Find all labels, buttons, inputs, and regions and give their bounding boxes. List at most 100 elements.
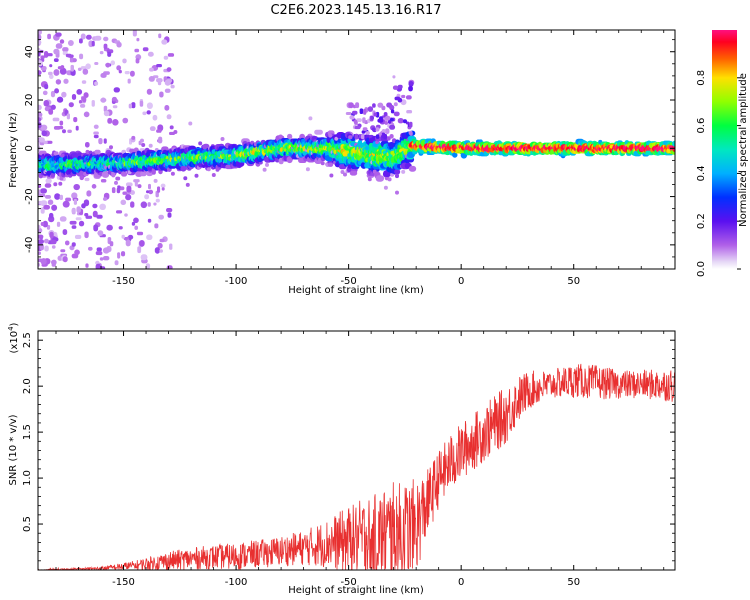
heatmap-cell (148, 189, 154, 195)
heatmap-cell (53, 151, 59, 156)
y-tick-label: -40 (24, 237, 35, 253)
heatmap-cell (389, 104, 395, 111)
heatmap-cell (124, 213, 128, 217)
heatmap-cell (130, 190, 135, 195)
heatmap-cell (38, 228, 43, 233)
heatmap-cell (140, 254, 148, 261)
heatmap-cell (388, 141, 396, 148)
heatmap-cell (367, 106, 374, 112)
heatmap-cell (71, 242, 76, 247)
heatmap-cell (384, 121, 388, 125)
heatmap-cell (120, 199, 127, 205)
spectrogram-x-axis-label: Height of straight line (km) (288, 285, 424, 296)
colorbar-tick-label: 0.8 (696, 70, 707, 86)
heatmap-cell (38, 104, 42, 111)
heatmap-cell (96, 214, 103, 219)
heatmap-cell (93, 224, 99, 232)
x-tick-label: 50 (567, 577, 580, 588)
heatmap-cell (55, 32, 62, 37)
heatmap-cell (153, 178, 158, 183)
heatmap-cell (402, 119, 407, 124)
heatmap-cell (38, 137, 45, 143)
heatmap-cell (106, 224, 113, 231)
x-tick-label: 0 (458, 276, 464, 287)
heatmap-cell (188, 121, 193, 126)
heatmap-cell (156, 64, 162, 68)
heatmap-cell (137, 184, 142, 189)
heatmap-cell (88, 246, 93, 251)
heatmap-cell (44, 183, 52, 188)
heatmap-cell (71, 94, 77, 100)
heatmap-cell (164, 79, 171, 86)
heatmap-cell (73, 184, 80, 191)
heatmap-cell (385, 128, 390, 135)
heatmap-cell (93, 131, 99, 135)
heatmap-cell (133, 179, 140, 183)
heatmap-cell (94, 62, 99, 65)
heatmap-cell (69, 56, 74, 63)
heatmap-cell (149, 67, 154, 72)
heatmap-cell (329, 173, 334, 178)
snr-y-ticks: 0.51.01.52.02.5 (22, 332, 675, 562)
heatmap-cell (146, 88, 152, 95)
heatmap-cell (356, 118, 362, 122)
heatmap-cell (38, 117, 42, 122)
heatmap-cell (85, 263, 89, 268)
heatmap-cell (59, 120, 64, 126)
heatmap-cell (405, 95, 412, 100)
heatmap-cell (389, 124, 396, 130)
heatmap-cell (166, 208, 173, 213)
heatmap-cell (38, 30, 42, 36)
heatmap-cell (38, 51, 41, 57)
heatmap-cell (56, 221, 61, 227)
y-tick-label: 1.5 (22, 424, 33, 440)
heatmap-cell (393, 102, 398, 107)
heatmap-cell (167, 212, 172, 218)
heatmap-cell (132, 30, 137, 37)
heatmap-cell (49, 74, 54, 79)
heatmap-cell (121, 234, 125, 239)
heatmap-cell (55, 43, 63, 49)
heatmap-cell (394, 168, 401, 175)
heatmap-cell (160, 183, 166, 188)
heatmap-cell (99, 257, 104, 261)
heatmap-cell (38, 70, 42, 75)
heatmap-cell (41, 130, 47, 137)
heatmap-cell (84, 177, 90, 182)
heatmap-cell (100, 179, 107, 183)
heatmap-cell (161, 187, 165, 191)
heatmap-cell (107, 117, 113, 124)
heatmap-cell (75, 217, 82, 221)
heatmap-cell (340, 170, 345, 174)
heatmap-cell (152, 114, 158, 121)
heatmap-cell (79, 38, 83, 44)
heatmap-cell (125, 239, 131, 247)
heatmap-cell (183, 176, 188, 181)
heatmap-cell (44, 51, 49, 58)
heatmap-cell (63, 78, 69, 84)
heatmap-cell (50, 90, 56, 98)
heatmap-cell (39, 141, 45, 146)
heatmap-cell (38, 224, 41, 230)
snr-x-axis-label: Height of straight line (km) (288, 585, 424, 596)
colorbar-tick-label: 0.4 (696, 165, 707, 181)
heatmap-cell (394, 96, 401, 101)
heatmap-cell (38, 122, 42, 129)
heatmap-cell (158, 214, 164, 220)
heatmap-cell (371, 127, 376, 132)
heatmap-cell (59, 216, 67, 222)
heatmap-cell (359, 108, 364, 114)
heatmap-cell (54, 88, 59, 94)
heatmap-cell (134, 181, 138, 187)
heatmap-cell (40, 200, 48, 207)
heatmap-cell (49, 64, 53, 68)
heatmap-cell (55, 79, 62, 85)
spectrogram-heatmap (38, 30, 675, 269)
heatmap-cell (92, 210, 98, 218)
heatmap-cell (157, 79, 162, 86)
heatmap-cell (91, 100, 95, 107)
heatmap-cell (198, 141, 203, 146)
heatmap-cell (70, 64, 74, 72)
